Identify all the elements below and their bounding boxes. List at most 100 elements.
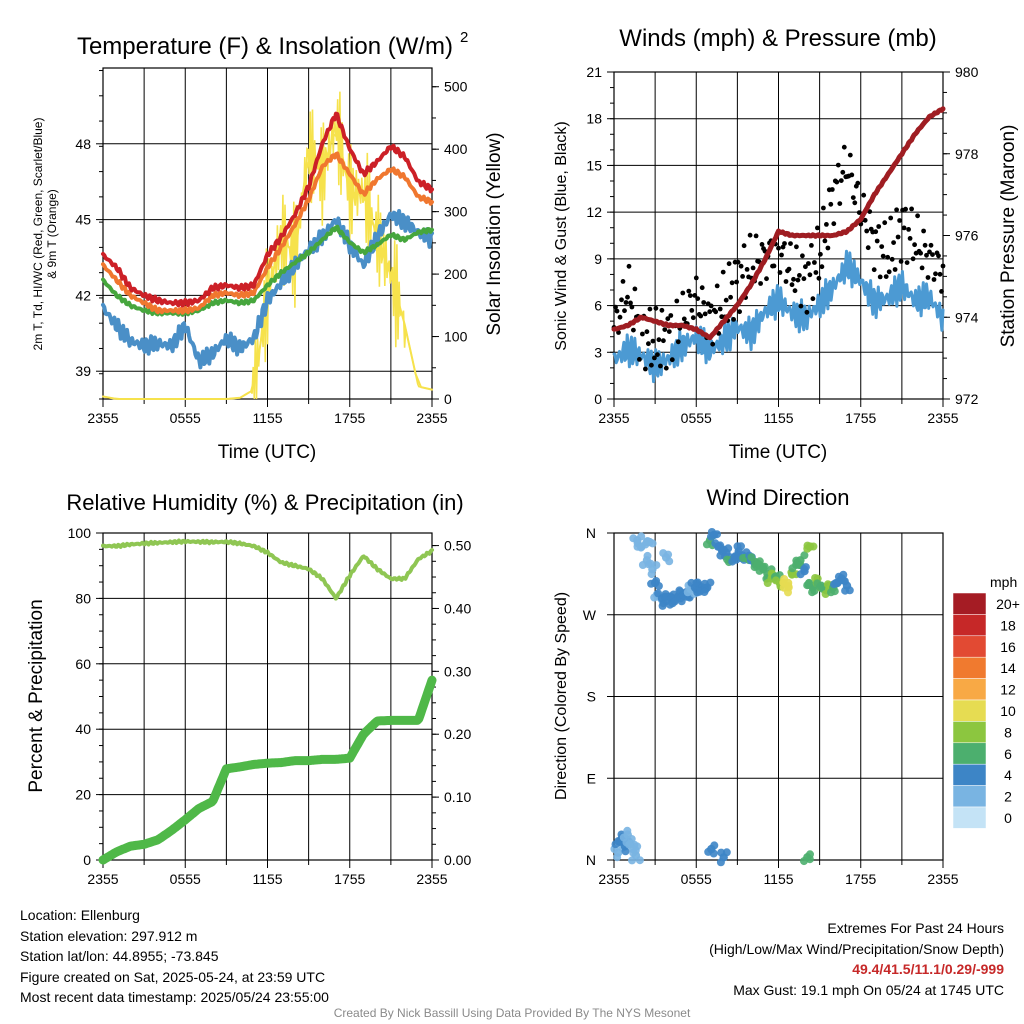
winds-chart-ytick-label: 980	[955, 64, 979, 80]
gust-point	[643, 366, 648, 372]
gust-point	[791, 276, 796, 282]
gust-point	[933, 271, 938, 277]
station-elevation: Station elevation: 297.912 m	[20, 927, 198, 944]
gust-point	[801, 276, 807, 282]
gust-point	[728, 294, 733, 300]
speed-legend-swatch	[952, 614, 987, 637]
station-location: Location: Ellenburg	[20, 907, 140, 923]
gust-point	[686, 288, 692, 294]
gust-point	[825, 245, 831, 251]
rh-chart-xtick-label: 2355	[416, 871, 447, 887]
gust-point	[864, 228, 870, 234]
gust-point	[631, 327, 636, 333]
temp-chart-ytick-label: 39	[75, 363, 91, 379]
temp-chart-xtick-label: 2355	[87, 410, 118, 426]
relative-humidity-line	[101, 538, 434, 601]
rh-chart-title: Relative Humidity (%) & Precipitation (i…	[66, 490, 463, 515]
gust-point	[723, 297, 729, 303]
temp-title-superscript: 2	[460, 29, 468, 46]
rh-chart-ytick-label: 100	[68, 525, 92, 541]
gust-point	[837, 201, 843, 207]
gust-point	[741, 243, 747, 249]
gust-point	[841, 144, 847, 150]
winds-chart-ytick-label: 974	[955, 309, 979, 325]
recent-timestamp: Most recent data timestamp: 2025/05/24 2…	[20, 989, 329, 1005]
wind-direction-point	[621, 847, 630, 856]
speed-legend-swatch	[952, 721, 987, 744]
winds-chart-ytick-label: 972	[955, 391, 979, 407]
rh-chart-ytick-label: 20	[75, 787, 91, 803]
gust-point	[818, 251, 823, 257]
extremes-panel: Extremes For Past 24 Hours (High/Low/Max…	[709, 918, 1004, 1000]
rh-chart-ytick-label: 80	[75, 590, 91, 606]
gust-point	[759, 242, 765, 247]
gust-point	[680, 290, 686, 296]
gust-point	[662, 327, 668, 332]
gust-point	[809, 243, 814, 248]
gust-point	[901, 225, 907, 231]
wind-direction-point	[664, 550, 673, 559]
winds-chart-ytick-label: 3	[594, 344, 602, 360]
speed-legend-swatch	[952, 763, 987, 786]
temp-chart-ytick-label: 100	[444, 329, 468, 345]
wind-direction-point	[737, 542, 745, 551]
temp-chart-left-axis: 39 42 45 48	[75, 70, 103, 400]
gust-point	[649, 362, 654, 368]
gust-point	[714, 283, 720, 289]
wdir-ytick-label: E	[587, 770, 596, 786]
wdir-chart-title: Wind Direction	[706, 485, 849, 510]
gust-point	[776, 245, 781, 251]
wind-direction-point	[716, 858, 725, 867]
gust-point	[734, 279, 739, 285]
wind-direction-point	[643, 551, 652, 560]
speed-legend-swatch	[952, 742, 987, 765]
gust-point	[849, 172, 855, 178]
temp-chart-xtick-label: 1755	[334, 410, 365, 426]
gust-point	[886, 269, 892, 275]
gust-point	[925, 275, 931, 280]
speed-legend-label: 18	[1000, 617, 1016, 633]
figure-created: Figure created on Sat, 2025-05-24, at 23…	[20, 968, 326, 985]
speed-legend-swatch	[952, 635, 987, 658]
temp-chart-ytick-label: 300	[444, 204, 468, 220]
gust-point	[904, 260, 910, 265]
gust-point	[930, 252, 935, 257]
gust-point	[737, 309, 742, 315]
gust-point	[637, 357, 642, 362]
winds-chart-ytick-label: 9	[594, 251, 602, 267]
temp-chart-ytick-label: 500	[444, 79, 468, 95]
winds-chart-ytick-label: 15	[586, 157, 602, 173]
gust-point	[898, 259, 904, 264]
rh-chart-ytick-label: 0.10	[444, 789, 471, 805]
gust-point	[726, 261, 732, 267]
gust-point	[888, 215, 894, 221]
temp-chart-xtick-label: 0555	[170, 410, 201, 426]
station-info: Location: Ellenburg Station elevation: 2…	[20, 905, 329, 1008]
rh-chart-ytick-label: 0.50	[444, 538, 471, 554]
gust-point	[834, 179, 840, 185]
station-pressure-line	[611, 106, 946, 341]
speed-legend-label: 0	[1004, 810, 1012, 826]
wind-direction-point	[647, 579, 656, 588]
speed-legend-label: 8	[1004, 724, 1012, 740]
wind-direction-point	[613, 853, 622, 862]
gust-point	[792, 288, 798, 294]
wind-direction-point	[635, 856, 644, 865]
winds-chart-ytick-label: 978	[955, 146, 979, 162]
t2m-line	[101, 111, 434, 308]
wind-direction-point	[707, 532, 715, 541]
gust-point	[822, 238, 828, 244]
wind-direction-point	[830, 587, 839, 596]
gust-point	[907, 236, 913, 241]
wind-direction-point	[808, 588, 817, 597]
speed-legend-label: 20+	[996, 596, 1020, 612]
gust-point	[698, 313, 704, 319]
max-gust: Max Gust: 19.1 mph On 05/24 at 1745 UTC	[733, 981, 1004, 998]
rh-chart-axes: 2355 0555 1155 1755 2355	[87, 532, 448, 887]
temp-chart-ytick-label: 45	[75, 212, 91, 228]
wind-direction-point	[804, 579, 813, 588]
winds-chart-title: Winds (mph) & Pressure (mb)	[619, 25, 936, 52]
gust-point	[940, 263, 946, 269]
gust-point	[800, 253, 805, 259]
winds-xlabel: Time (UTC)	[729, 442, 828, 463]
